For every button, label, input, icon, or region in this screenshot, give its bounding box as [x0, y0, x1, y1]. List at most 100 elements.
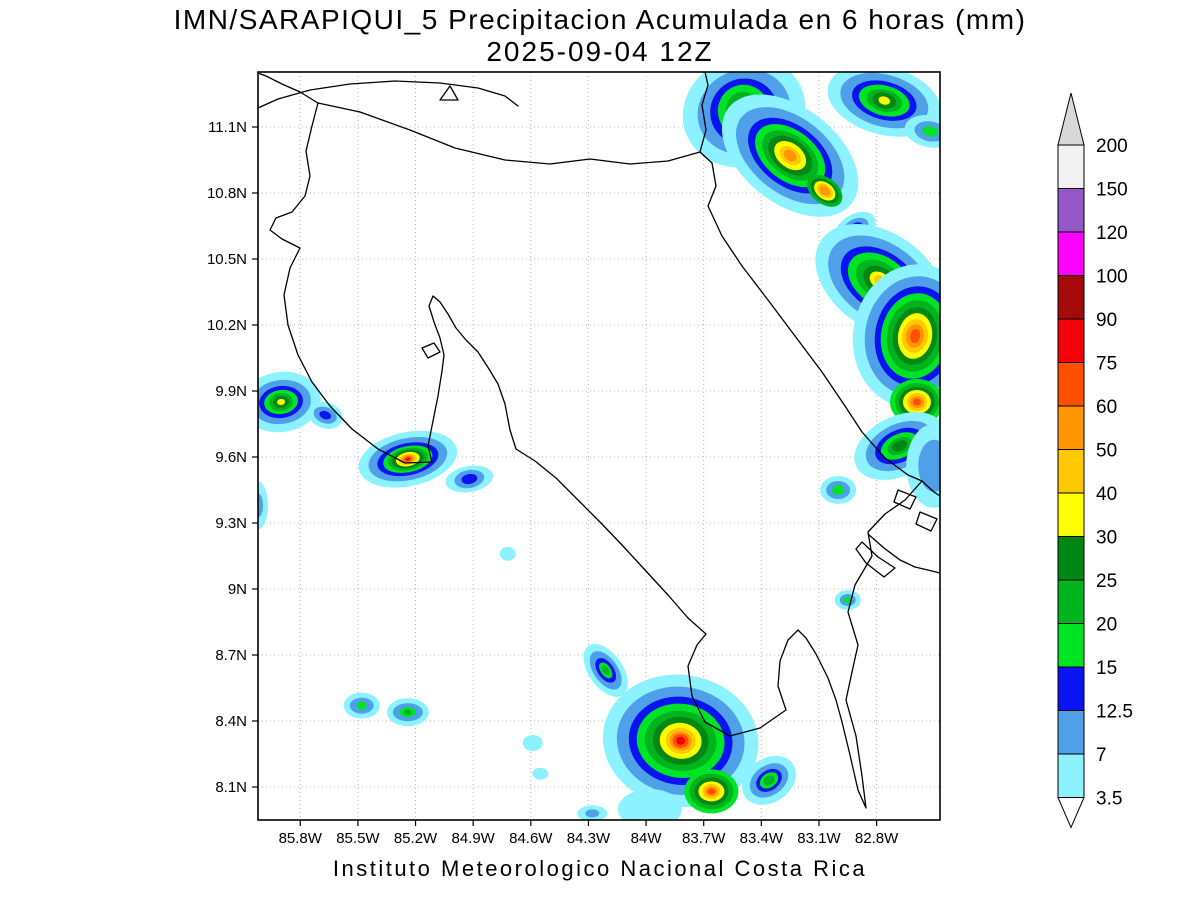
contour-ring: [461, 473, 478, 485]
nicaragua-caribbean-coast: [699, 72, 709, 153]
almirante-lagoon: [855, 541, 896, 578]
contour-ring: [617, 789, 682, 820]
y-tick-label: 8.4N: [215, 713, 247, 730]
contour-ring: [909, 329, 921, 343]
x-axis-labels: 85.8W 85.5W 85.2W 84.9W 84.6W 84.3W 84W 83.7W 83…: [279, 830, 900, 847]
contour-ring: [356, 701, 367, 710]
precip-cell: [834, 590, 861, 610]
precip-cell: [904, 115, 940, 148]
precip-cell: [445, 465, 494, 493]
x-tick-label: 85.2W: [394, 830, 438, 847]
colorbar-segment: [1057, 666, 1085, 711]
contour-ring: [763, 775, 775, 786]
x-tick-label: 84.3W: [567, 830, 611, 847]
contour-ring: [676, 736, 686, 745]
y-tick-label: 10.8N: [207, 185, 247, 202]
colorbar-segment: [1057, 579, 1085, 624]
colorbar-label: 12.5: [1096, 702, 1133, 723]
chart-title: IMN/SARAPIQUI_5 Precipitacion Acumulada …: [173, 4, 1027, 35]
colorbar-segment: [1057, 536, 1085, 581]
colorbar-label: 7: [1096, 745, 1107, 766]
precip-cell: [684, 769, 739, 814]
colorbar-segment: [1057, 318, 1085, 363]
colorbar-label: 20: [1096, 615, 1117, 636]
precip-cell: [807, 174, 843, 207]
x-tick-label: 83.1W: [797, 830, 841, 847]
axis-tick-marks: [252, 126, 878, 826]
bocas-island-1: [893, 489, 917, 510]
contour-ring: [707, 788, 716, 795]
costa-rica-coastline: [269, 102, 923, 809]
y-tick-label: 10.2N: [207, 317, 247, 334]
colorbar-segment: [1057, 492, 1085, 537]
title-block: IMN/SARAPIQUI_5 Precipitacion Acumulada …: [0, 4, 1200, 68]
y-tick-label: 11.1N: [208, 119, 247, 136]
precipitation-contours: [258, 72, 940, 820]
y-axis-labels: 11.1N 10.8N 10.5N 10.2N 9.9N 9.6N 9.3N 9N 8.7N 8.…: [207, 119, 247, 796]
contour-ring: [912, 398, 921, 406]
precip-cell: [258, 481, 268, 530]
colorbar-label: 60: [1096, 397, 1117, 418]
colorbar-segment: [1057, 231, 1085, 276]
y-tick-label: 8.7N: [215, 647, 247, 664]
chart-subtitle: 2025-09-04 12Z: [486, 36, 714, 67]
plot-frame: [257, 71, 941, 821]
contour-ring: [783, 149, 797, 162]
colorbar-segment: [1057, 275, 1085, 320]
precip-cell: [742, 755, 796, 805]
precip-cell: [577, 805, 608, 820]
colorbar-segment: [1057, 362, 1085, 407]
contour-ring: [532, 767, 549, 780]
contour-ring: [499, 546, 516, 561]
precip-cell: [906, 423, 940, 508]
ometepe-island: [439, 85, 459, 101]
precip-cell: [499, 546, 516, 561]
almirante-bay-shore: [867, 533, 940, 574]
y-tick-label: 8.1N: [215, 779, 247, 796]
precip-cell: [522, 735, 543, 751]
contour-ring: [522, 735, 543, 751]
x-tick-label: 85.5W: [336, 830, 380, 847]
colorbar-label: 100: [1096, 267, 1128, 288]
contour-ring: [819, 185, 831, 196]
x-tick-label: 82.8W: [855, 830, 899, 847]
colorbar-segment: [1057, 753, 1085, 798]
precip-cell: [343, 692, 380, 719]
colorbar-label: 25: [1096, 571, 1117, 592]
contour-ring: [832, 485, 845, 495]
colorbar-segment: [1057, 449, 1085, 494]
precip-cell: [602, 674, 759, 808]
x-tick-label: 84.9W: [451, 830, 495, 847]
colorbar-above-max: [1057, 92, 1085, 146]
colorbar-label: 50: [1096, 441, 1117, 462]
precip-cell: [532, 767, 549, 780]
colorbar: 200 150 120 100 90 75 60 50 40 30 25 20 15 12.5 7 3.5: [1057, 92, 1133, 829]
precip-cell: [889, 379, 940, 425]
colorbar-label: 200: [1096, 136, 1128, 157]
bocas-island-2: [915, 511, 938, 532]
y-tick-label: 9.3N: [215, 515, 247, 532]
colorbar-label: 150: [1096, 180, 1128, 201]
precip-cell: [386, 698, 429, 727]
precip-cell: [258, 371, 321, 433]
footer-credit: Instituto Meteorologico Nacional Costa R…: [332, 856, 868, 881]
contour-ring: [601, 665, 610, 675]
contour-ring: [258, 493, 263, 518]
y-tick-label: 10.5N: [207, 251, 247, 268]
colorbar-below-min: [1057, 797, 1085, 829]
y-tick-label: 9.9N: [215, 383, 247, 400]
colorbar-label: 15: [1096, 658, 1117, 679]
lake-nicaragua-shore: [258, 80, 519, 109]
colorbar-segment: [1057, 144, 1085, 189]
coastlines: [258, 72, 940, 809]
contour-ring: [918, 439, 940, 492]
contour-ring: [403, 709, 412, 716]
colorbar-segment: [1057, 188, 1085, 233]
nicaragua-pacific-coast: [258, 72, 319, 104]
contour-ring: [277, 398, 286, 406]
colorbar-label: 30: [1096, 528, 1117, 549]
chira-island: [421, 342, 441, 359]
precip-cell: [617, 789, 682, 820]
